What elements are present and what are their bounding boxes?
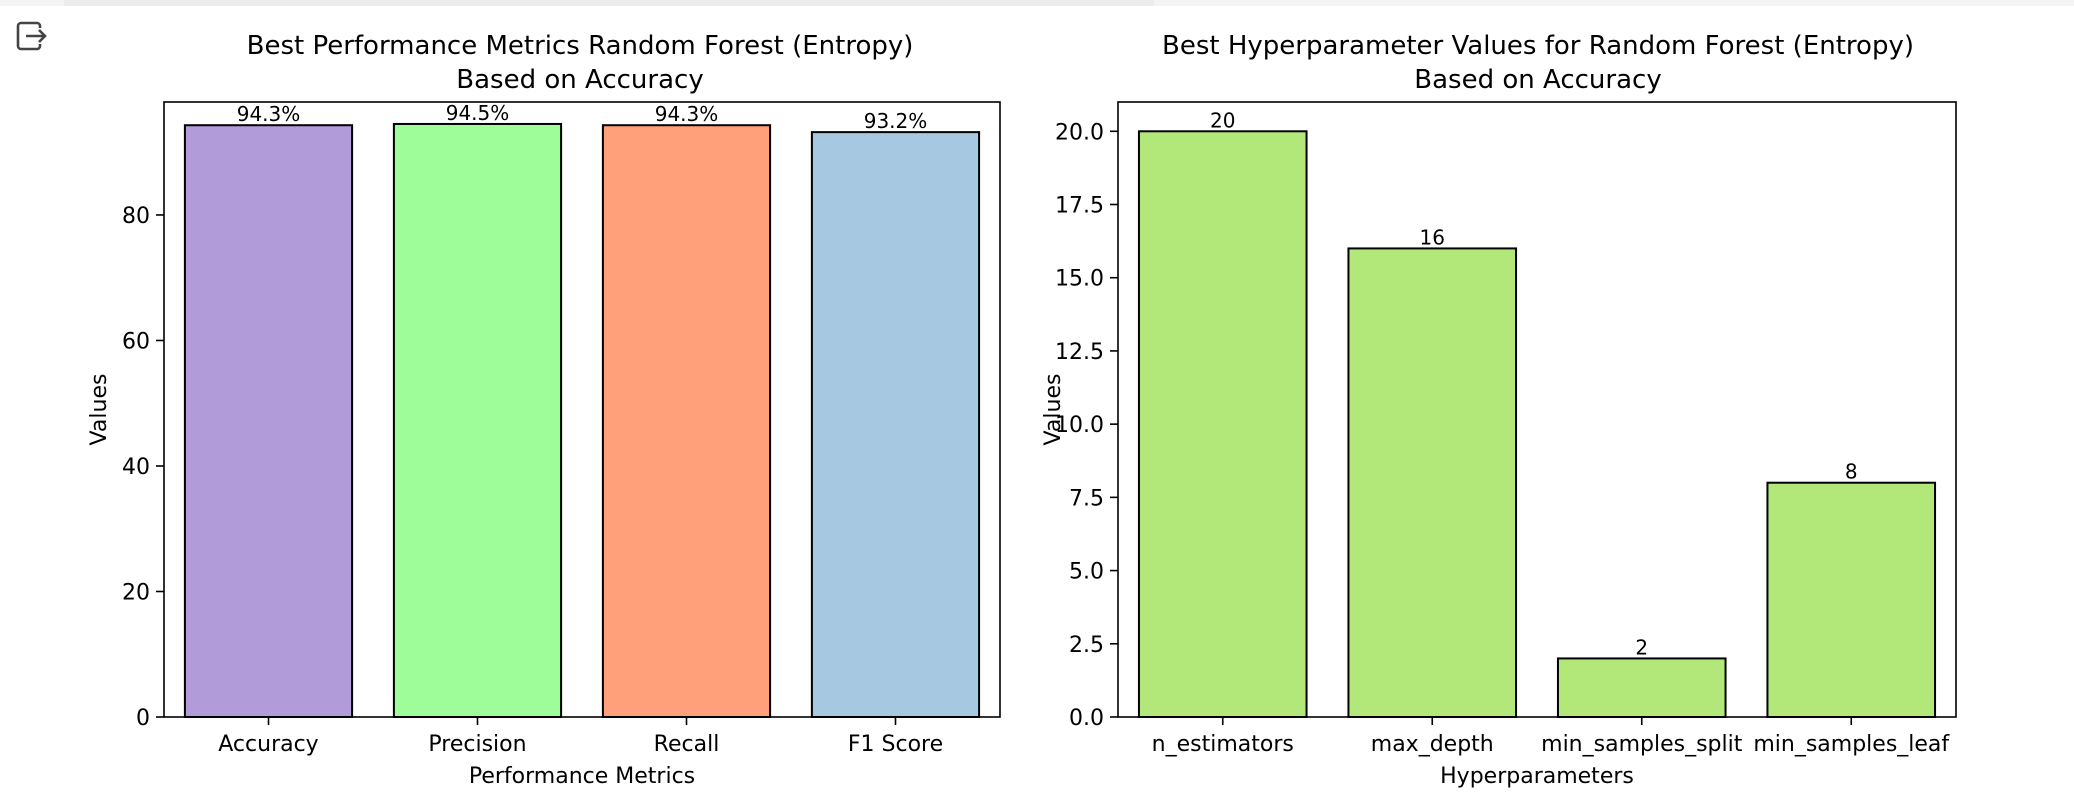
hyper-y-tick-label-7: 17.5 (1055, 194, 1104, 219)
hyper-title-line1: Best Hyperparameter Values for Random Fo… (1162, 31, 1914, 61)
hyper-bar-2 (1556, 657, 1727, 719)
top-bar (0, 0, 2074, 6)
perf-x-axis-label: Performance Metrics (469, 764, 695, 789)
hyper-y-tick-label-2: 5.0 (1069, 560, 1104, 585)
perf-bar-2 (601, 124, 772, 719)
perf-y-tick-label-3: 60 (122, 329, 150, 354)
perf-axes-frame (163, 101, 1001, 718)
hyper-data-label-3: 8 (1845, 460, 1858, 484)
perf-bar-0 (183, 124, 354, 719)
perf-data-label-2: 94.3% (655, 102, 719, 126)
hyper-y-tick-label-8: 20.0 (1055, 120, 1104, 145)
perf-x-tick-label-2: Recall (654, 732, 720, 757)
perf-data-label-1: 94.5% (446, 101, 510, 125)
hyper-y-tick-label-1: 2.5 (1069, 633, 1104, 658)
hyper-y-tick-label-3: 7.5 (1069, 486, 1104, 511)
hyper-axes-frame (1117, 101, 1957, 718)
cell-divider (64, 0, 1154, 6)
perf-data-label-3: 93.2% (864, 109, 928, 133)
hyper-x-tick-label-2: min_samples_split (1541, 732, 1743, 757)
perf-y-tick-label-4: 80 (122, 204, 150, 229)
hyper-title-line2: Based on Accuracy (1414, 65, 1661, 95)
hyper-data-label-2: 2 (1635, 635, 1648, 659)
hyper-data-label-1: 16 (1420, 225, 1445, 249)
hyper-y-tick-label-4: 10.0 (1055, 413, 1104, 438)
hyper-y-tick-label-5: 12.5 (1055, 340, 1104, 365)
perf-y-tick-label-2: 40 (122, 455, 150, 480)
hyper-bar-0 (1137, 130, 1308, 719)
hyper-x-tick-label-0: n_estimators (1152, 732, 1294, 757)
hyper-y-axis-label: Values (1041, 374, 1066, 446)
perf-data-label-0: 94.3% (237, 102, 301, 126)
perf-bar-3 (810, 131, 981, 719)
perf-x-tick-label-3: F1 Score (848, 732, 943, 757)
perf-title-line2: Based on Accuracy (456, 65, 703, 95)
hyper-x-tick-label-1: max_depth (1371, 732, 1494, 757)
hyper-y-tick-label-6: 15.0 (1055, 267, 1104, 292)
perf-bar-1 (392, 122, 563, 718)
hyper-data-label-0: 20 (1210, 108, 1235, 132)
hyper-x-tick-label-3: min_samples_leaf (1753, 732, 1950, 757)
perf-y-axis-label: Values (87, 374, 112, 446)
perf-y-tick-label-1: 20 (122, 580, 150, 605)
hyper-y-tick-label-0: 0.0 (1069, 706, 1104, 731)
hyper-bar-1 (1347, 247, 1518, 719)
perf-title-line1: Best Performance Metrics Random Forest (… (247, 31, 914, 61)
perf-x-tick-label-1: Precision (428, 732, 526, 757)
perf-y-tick-label-0: 0 (136, 706, 150, 731)
hyper-bar-3 (1766, 481, 1937, 719)
hyper-x-axis-label: Hyperparameters (1440, 764, 1634, 789)
perf-x-tick-label-0: Accuracy (218, 732, 318, 757)
output-icon[interactable] (14, 18, 50, 54)
